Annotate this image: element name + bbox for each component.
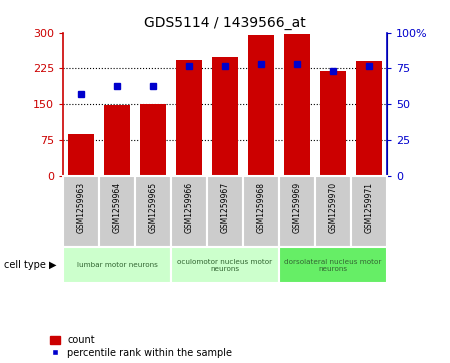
Bar: [176, 60, 202, 176]
Bar: [68, 134, 94, 176]
Text: GSM1259970: GSM1259970: [328, 182, 338, 233]
Text: GSM1259968: GSM1259968: [256, 182, 266, 233]
Text: oculomotor nucleus motor
neurons: oculomotor nucleus motor neurons: [177, 259, 273, 272]
FancyBboxPatch shape: [279, 176, 315, 247]
FancyBboxPatch shape: [171, 247, 279, 283]
Text: dorsolateral nucleus motor
neurons: dorsolateral nucleus motor neurons: [284, 259, 382, 272]
Text: cell type ▶: cell type ▶: [4, 260, 57, 270]
Text: GSM1259964: GSM1259964: [112, 182, 122, 233]
FancyBboxPatch shape: [99, 176, 135, 247]
Text: GSM1259971: GSM1259971: [364, 182, 373, 233]
Text: GSM1259963: GSM1259963: [76, 182, 86, 233]
FancyBboxPatch shape: [243, 176, 279, 247]
FancyBboxPatch shape: [171, 176, 207, 247]
Text: GSM1259967: GSM1259967: [220, 182, 230, 233]
Bar: [104, 105, 130, 176]
Title: GDS5114 / 1439566_at: GDS5114 / 1439566_at: [144, 16, 306, 30]
Text: GSM1259965: GSM1259965: [148, 182, 157, 233]
Bar: [356, 61, 382, 176]
Text: GSM1259966: GSM1259966: [184, 182, 194, 233]
Bar: [284, 34, 310, 176]
FancyBboxPatch shape: [315, 176, 351, 247]
Bar: [212, 57, 238, 176]
Bar: [320, 71, 346, 176]
Text: lumbar motor neurons: lumbar motor neurons: [76, 262, 158, 268]
FancyBboxPatch shape: [207, 176, 243, 247]
FancyBboxPatch shape: [63, 176, 99, 247]
Bar: [140, 104, 166, 176]
Bar: [248, 35, 274, 176]
Legend: count, percentile rank within the sample: count, percentile rank within the sample: [50, 335, 232, 358]
FancyBboxPatch shape: [279, 247, 387, 283]
FancyBboxPatch shape: [63, 247, 171, 283]
Text: GSM1259969: GSM1259969: [292, 182, 302, 233]
FancyBboxPatch shape: [135, 176, 171, 247]
FancyBboxPatch shape: [351, 176, 387, 247]
